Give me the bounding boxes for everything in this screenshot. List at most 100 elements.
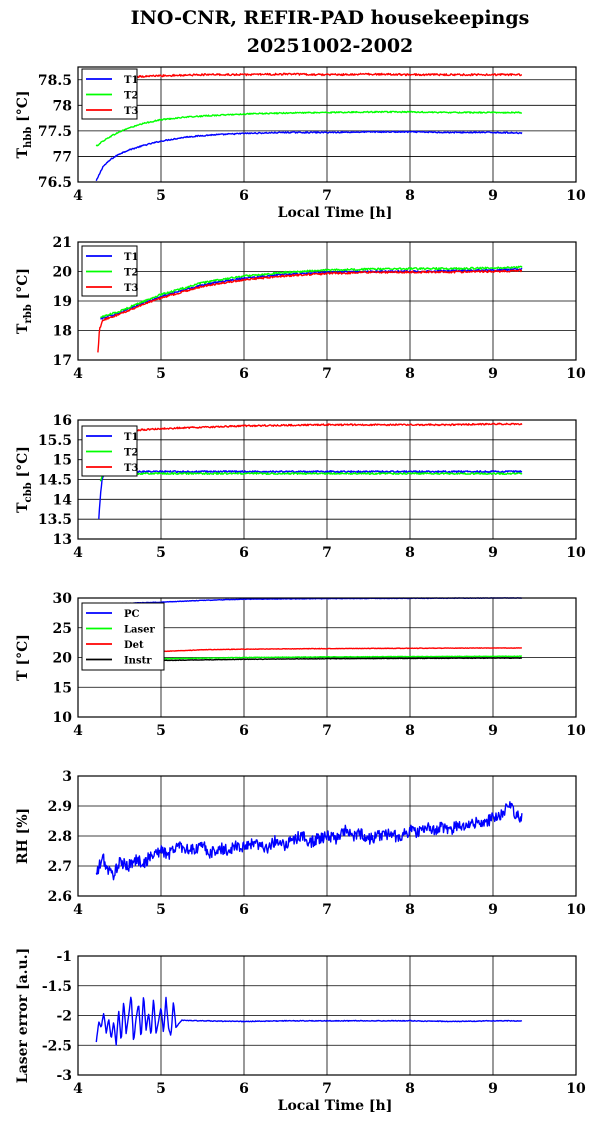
x-tick-label: 10 [566,902,586,918]
series-line-t1 [95,130,523,182]
y-tick-label: 14 [53,492,73,508]
y-tick-label: 13.5 [38,512,72,528]
legend-label: T2 [124,448,138,459]
y-tick-label: 20 [53,651,73,667]
series-line-data [95,801,523,881]
x-tick-label: 7 [322,545,332,561]
y-tick-label: 15.5 [38,433,72,449]
x-tick-label: 5 [156,366,166,382]
x-tick-label: 10 [566,545,586,561]
x-tick-label: 6 [239,902,249,918]
plot-frame [77,241,577,361]
x-tick-label: 8 [405,366,415,382]
figure-subtitle: 20251002-2002 [247,35,414,57]
plot-frame [77,419,577,540]
x-tick-label: 4 [73,545,83,561]
x-tick-label: 10 [566,188,586,204]
x-tick-label: 5 [156,188,166,204]
x-tick-label: 7 [322,188,332,204]
legend: T1 T2 T3 [81,68,138,120]
y-tick-label: -2.5 [42,1038,72,1054]
y-tick-label: 19 [53,294,72,310]
x-tick-label: 5 [156,545,166,561]
legend-label: T3 [124,463,138,474]
y-axis-label: RH [%] [15,808,31,864]
x-tick-label: 6 [239,1081,249,1097]
x-tick-label: 9 [488,545,498,561]
y-axis-label: T [°C] [15,634,31,681]
y-tick-label: 76.5 [38,175,72,191]
legend-label: Det [124,640,144,651]
legend: PC Laser Det Instr [81,602,165,671]
x-tick-label: 7 [322,366,332,382]
x-tick-label: 9 [488,723,498,739]
y-tick-label: 10 [53,710,73,726]
x-tick-label: 9 [488,366,498,382]
y-axis-label: Thbb [°C] [15,91,34,159]
series-line-data [95,996,523,1046]
y-tick-label: 15 [53,680,72,696]
series-line-t2 [99,472,523,482]
legend: T1 T2 T3 [81,425,138,477]
x-tick-label: 6 [239,723,249,739]
y-tick-label: 2.7 [48,859,72,875]
x-tick-label: 6 [239,545,249,561]
x-tick-label: 10 [566,366,586,382]
series-line-laser [102,655,522,662]
x-tick-label: 10 [566,1081,586,1097]
series-line-instr [102,657,523,663]
legend-label: T3 [124,106,138,117]
x-axis-label: Local Time [h] [278,1098,393,1114]
plot-frame [77,955,577,1076]
y-axis-label: Laser error [a.u.] [15,948,31,1083]
y-tick-label: 13 [53,532,72,548]
series-line-t1 [98,470,523,519]
x-tick-label: 10 [566,723,586,739]
x-tick-label: 6 [239,188,249,204]
series-line-t3 [119,72,522,79]
x-tick-label: 7 [322,723,332,739]
y-tick-label: 17 [53,353,72,369]
y-tick-label: 2.9 [48,799,72,815]
y-tick-label: 18 [53,324,72,340]
y-tick-label: 16 [53,413,72,429]
x-tick-label: 7 [322,1081,332,1097]
legend-label: T1 [124,75,138,86]
series-line-t2 [100,265,523,318]
x-tick-label: 9 [488,902,498,918]
x-tick-label: 8 [405,723,415,739]
series-line-t3 [97,269,523,353]
y-axis-label: Trbb [°C] [15,268,34,334]
series-line-t2 [95,110,522,147]
y-tick-label: 14.5 [38,473,72,489]
y-tick-label: -1.5 [42,979,72,995]
figure-title: INO-CNR, REFIR-PAD housekeepings [131,7,530,29]
x-tick-label: 9 [488,188,498,204]
x-tick-label: 5 [156,723,166,739]
x-tick-label: 4 [73,188,83,204]
y-tick-label: 2.6 [48,889,72,905]
x-tick-label: 7 [322,902,332,918]
chart-panel-2: 17 18 19 20 21 4 5 6 7 8 9 10 Trbb [°C] T1 T2 T3 [15,235,586,382]
x-tick-label: 4 [73,902,83,918]
y-tick-label: 21 [53,235,72,251]
legend: T1 T2 T3 [81,245,138,297]
legend-label: T2 [124,91,138,102]
x-tick-label: 8 [405,545,415,561]
legend-label: PC [124,609,140,620]
legend-label: T3 [124,283,138,294]
legend-label: T1 [124,252,138,263]
plot-frame [77,775,577,897]
x-tick-label: 9 [488,1081,498,1097]
y-tick-label: 77.5 [38,124,72,140]
series-line-t3 [119,422,523,433]
x-tick-label: 8 [405,188,415,204]
x-tick-label: 5 [156,902,166,918]
x-tick-label: 4 [73,366,83,382]
y-tick-label: 78.5 [38,73,72,89]
y-tick-label: -3 [56,1068,72,1084]
plot-frame [77,597,577,718]
